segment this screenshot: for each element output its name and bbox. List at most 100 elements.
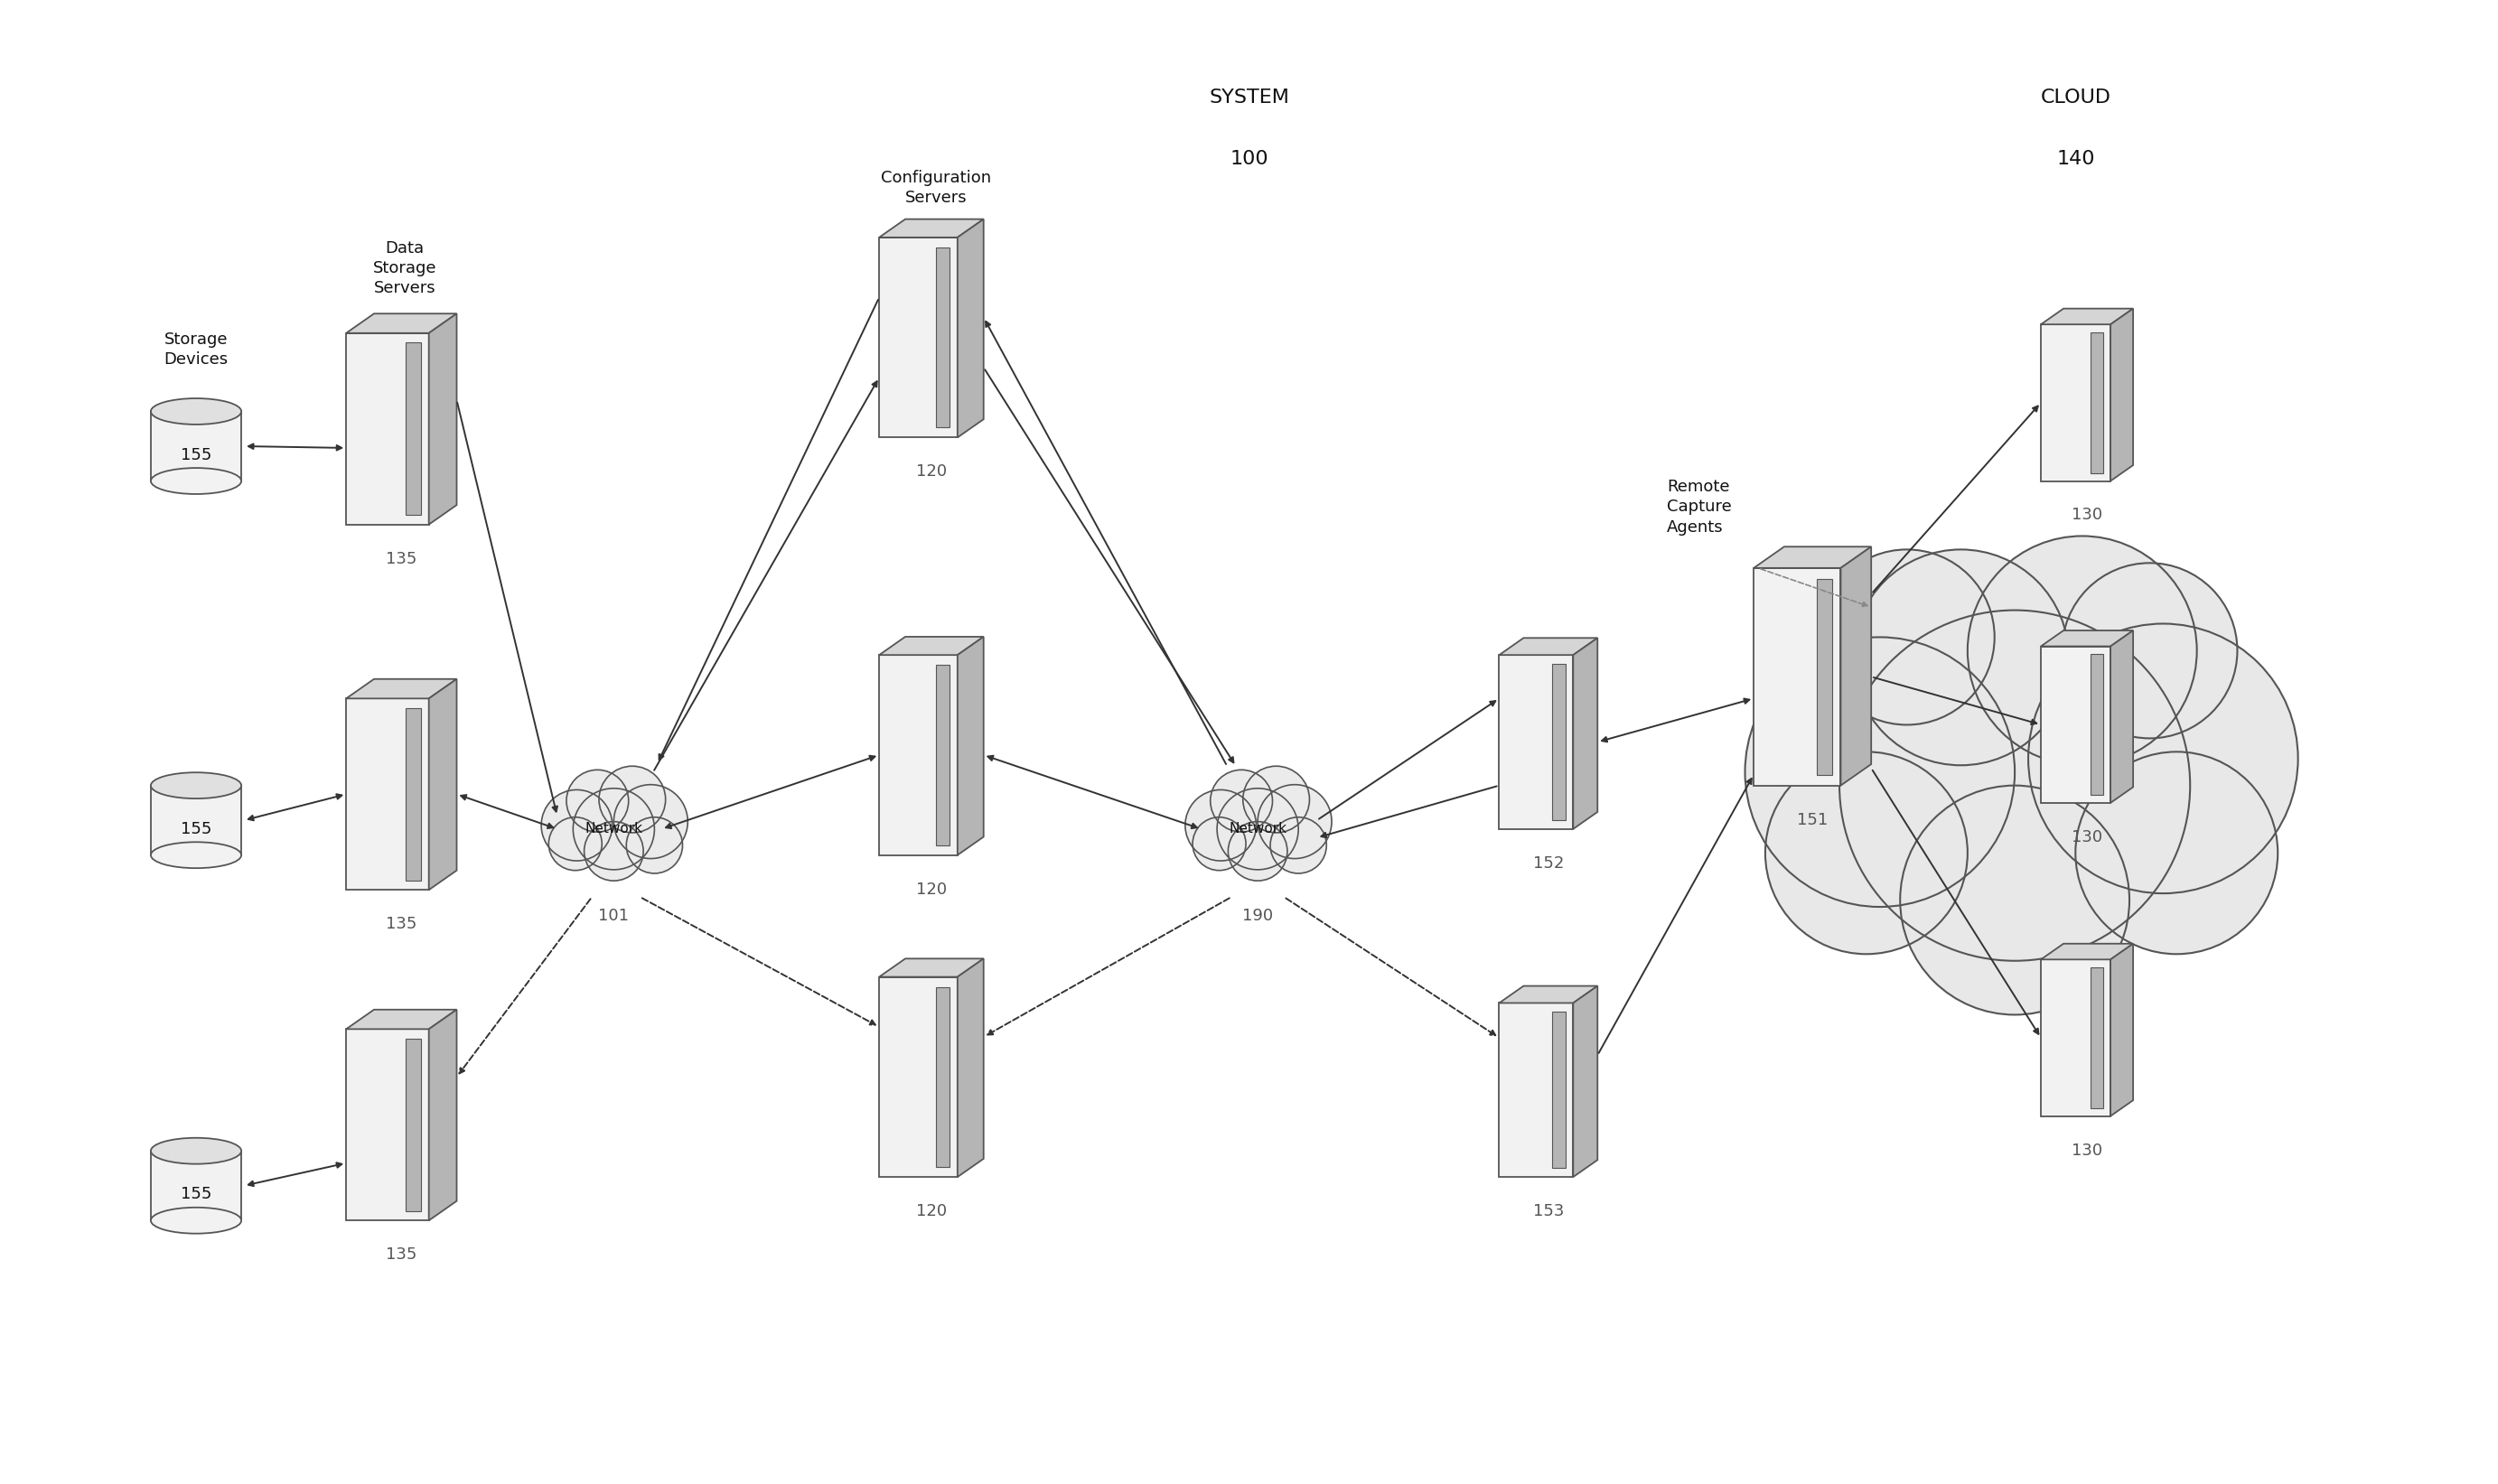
Text: CLOUD: CLOUD — [2041, 89, 2111, 107]
Text: 100: 100 — [1229, 150, 1269, 168]
Polygon shape — [1816, 579, 1831, 775]
Circle shape — [1819, 549, 1993, 724]
Text: Remote
Capture
Agents: Remote Capture Agents — [1666, 479, 1731, 536]
Circle shape — [1854, 549, 2068, 766]
Polygon shape — [2041, 647, 2111, 803]
Text: 190: 190 — [1242, 907, 1274, 923]
Polygon shape — [2041, 631, 2133, 647]
Polygon shape — [1754, 546, 1871, 568]
Circle shape — [2061, 562, 2238, 739]
Polygon shape — [937, 987, 949, 1166]
Polygon shape — [2041, 309, 2133, 325]
Polygon shape — [405, 343, 420, 515]
Polygon shape — [1551, 663, 1566, 821]
Polygon shape — [150, 1152, 242, 1220]
Text: 130: 130 — [2071, 508, 2103, 524]
Text: 135: 135 — [385, 916, 417, 932]
Circle shape — [1766, 752, 1968, 954]
Polygon shape — [1499, 1003, 1574, 1177]
Polygon shape — [957, 959, 984, 1177]
Ellipse shape — [150, 398, 242, 424]
Text: 140: 140 — [2056, 150, 2096, 168]
Circle shape — [615, 785, 687, 859]
Text: Storage
Devices: Storage Devices — [165, 331, 227, 368]
Text: 135: 135 — [385, 551, 417, 567]
Polygon shape — [2111, 631, 2133, 803]
Polygon shape — [879, 637, 984, 654]
Text: 153: 153 — [1534, 1204, 1564, 1220]
Text: 130: 130 — [2071, 1143, 2103, 1159]
Polygon shape — [347, 332, 430, 524]
Polygon shape — [879, 237, 957, 438]
Polygon shape — [1574, 985, 1599, 1177]
Circle shape — [2028, 623, 2298, 893]
Polygon shape — [937, 248, 949, 427]
Text: SYSTEM: SYSTEM — [1209, 89, 1289, 107]
Circle shape — [550, 818, 602, 871]
Circle shape — [2076, 752, 2278, 954]
Text: 135: 135 — [385, 1247, 417, 1263]
Polygon shape — [2111, 309, 2133, 481]
Polygon shape — [879, 959, 984, 976]
Polygon shape — [347, 699, 430, 890]
Text: 101: 101 — [600, 907, 629, 923]
Polygon shape — [2041, 944, 2133, 960]
Polygon shape — [957, 220, 984, 438]
Text: Data
Storage
Servers: Data Storage Servers — [372, 240, 437, 297]
Polygon shape — [2041, 960, 2111, 1116]
Polygon shape — [1574, 638, 1599, 830]
Polygon shape — [879, 654, 957, 855]
Text: Network: Network — [585, 822, 642, 835]
Ellipse shape — [150, 773, 242, 798]
Ellipse shape — [150, 467, 242, 494]
Circle shape — [572, 788, 654, 870]
Polygon shape — [430, 1009, 457, 1220]
Text: 155: 155 — [180, 821, 212, 837]
Polygon shape — [347, 313, 457, 332]
Text: 155: 155 — [180, 447, 212, 463]
Text: 155: 155 — [180, 1186, 212, 1202]
Polygon shape — [347, 1009, 457, 1028]
Circle shape — [585, 822, 644, 881]
Text: 152: 152 — [1534, 855, 1564, 871]
Circle shape — [1746, 637, 2016, 907]
Circle shape — [1212, 770, 1271, 833]
Polygon shape — [1841, 546, 1871, 785]
Ellipse shape — [150, 1208, 242, 1233]
Polygon shape — [150, 411, 242, 481]
Circle shape — [1184, 789, 1256, 861]
Polygon shape — [2091, 968, 2103, 1109]
Text: 120: 120 — [917, 463, 947, 479]
Polygon shape — [2091, 654, 2103, 795]
Polygon shape — [1754, 568, 1841, 785]
Polygon shape — [405, 708, 420, 880]
Polygon shape — [1499, 654, 1574, 830]
Polygon shape — [430, 313, 457, 524]
Circle shape — [1217, 788, 1299, 870]
Ellipse shape — [150, 1138, 242, 1163]
Polygon shape — [405, 1039, 420, 1211]
Polygon shape — [879, 220, 984, 237]
Circle shape — [1192, 818, 1247, 871]
Ellipse shape — [150, 841, 242, 868]
Text: Network: Network — [1229, 822, 1286, 835]
Polygon shape — [957, 637, 984, 855]
Text: 120: 120 — [917, 1204, 947, 1220]
Circle shape — [1256, 785, 1331, 859]
Circle shape — [542, 789, 612, 861]
Text: Configuration
Servers: Configuration Servers — [882, 169, 992, 206]
Text: 130: 130 — [2071, 830, 2103, 846]
Polygon shape — [150, 785, 242, 855]
Polygon shape — [430, 680, 457, 890]
Circle shape — [1968, 536, 2196, 766]
Polygon shape — [2091, 332, 2103, 473]
Polygon shape — [1551, 1012, 1566, 1168]
Circle shape — [1839, 610, 2191, 960]
Circle shape — [567, 770, 629, 833]
Polygon shape — [1499, 638, 1599, 654]
Circle shape — [1901, 785, 2128, 1015]
Polygon shape — [879, 976, 957, 1177]
Polygon shape — [937, 665, 949, 844]
Polygon shape — [1499, 985, 1599, 1003]
Circle shape — [627, 818, 682, 874]
